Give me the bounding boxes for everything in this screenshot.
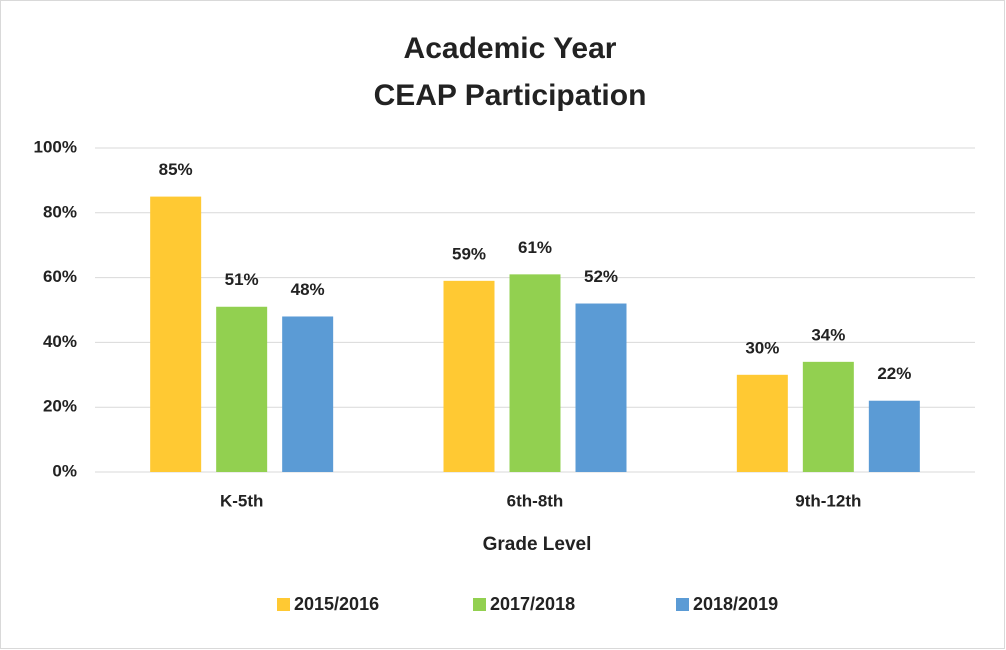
bar xyxy=(509,274,561,472)
data-label: 22% xyxy=(877,364,911,383)
bar xyxy=(216,306,268,472)
legend-label: 2017/2018 xyxy=(490,594,575,614)
x-tick-label: 9th-12th xyxy=(795,491,861,510)
legend-swatch xyxy=(277,598,290,611)
x-axis-label: Grade Level xyxy=(483,534,592,555)
y-tick-label: 40% xyxy=(43,332,77,351)
y-tick-label: 100% xyxy=(34,137,77,156)
data-label: 30% xyxy=(745,338,779,357)
bar xyxy=(736,374,788,472)
data-label: 48% xyxy=(291,280,325,299)
data-label: 59% xyxy=(452,244,486,263)
legend-swatch xyxy=(676,598,689,611)
bar xyxy=(150,196,202,472)
y-tick-label: 20% xyxy=(43,397,77,416)
y-tick-label: 0% xyxy=(52,461,77,480)
data-label: 52% xyxy=(584,267,618,286)
y-tick-label: 60% xyxy=(43,267,77,286)
legend-label: 2015/2016 xyxy=(294,594,379,614)
bar xyxy=(868,400,920,472)
legend-label: 2018/2019 xyxy=(693,594,778,614)
data-label: 34% xyxy=(811,325,845,344)
bar xyxy=(282,316,334,472)
legend-swatch xyxy=(473,598,486,611)
x-tick-label: K-5th xyxy=(220,491,263,510)
data-label: 61% xyxy=(518,238,552,257)
bar xyxy=(802,361,854,472)
data-label: 51% xyxy=(225,270,259,289)
chart-title: Academic Year xyxy=(404,32,617,65)
chart-title: CEAP Participation xyxy=(374,79,647,112)
bar xyxy=(575,303,627,472)
bar xyxy=(443,280,495,472)
x-tick-label: 6th-8th xyxy=(507,491,564,510)
y-tick-label: 80% xyxy=(43,202,77,221)
data-label: 85% xyxy=(159,160,193,179)
